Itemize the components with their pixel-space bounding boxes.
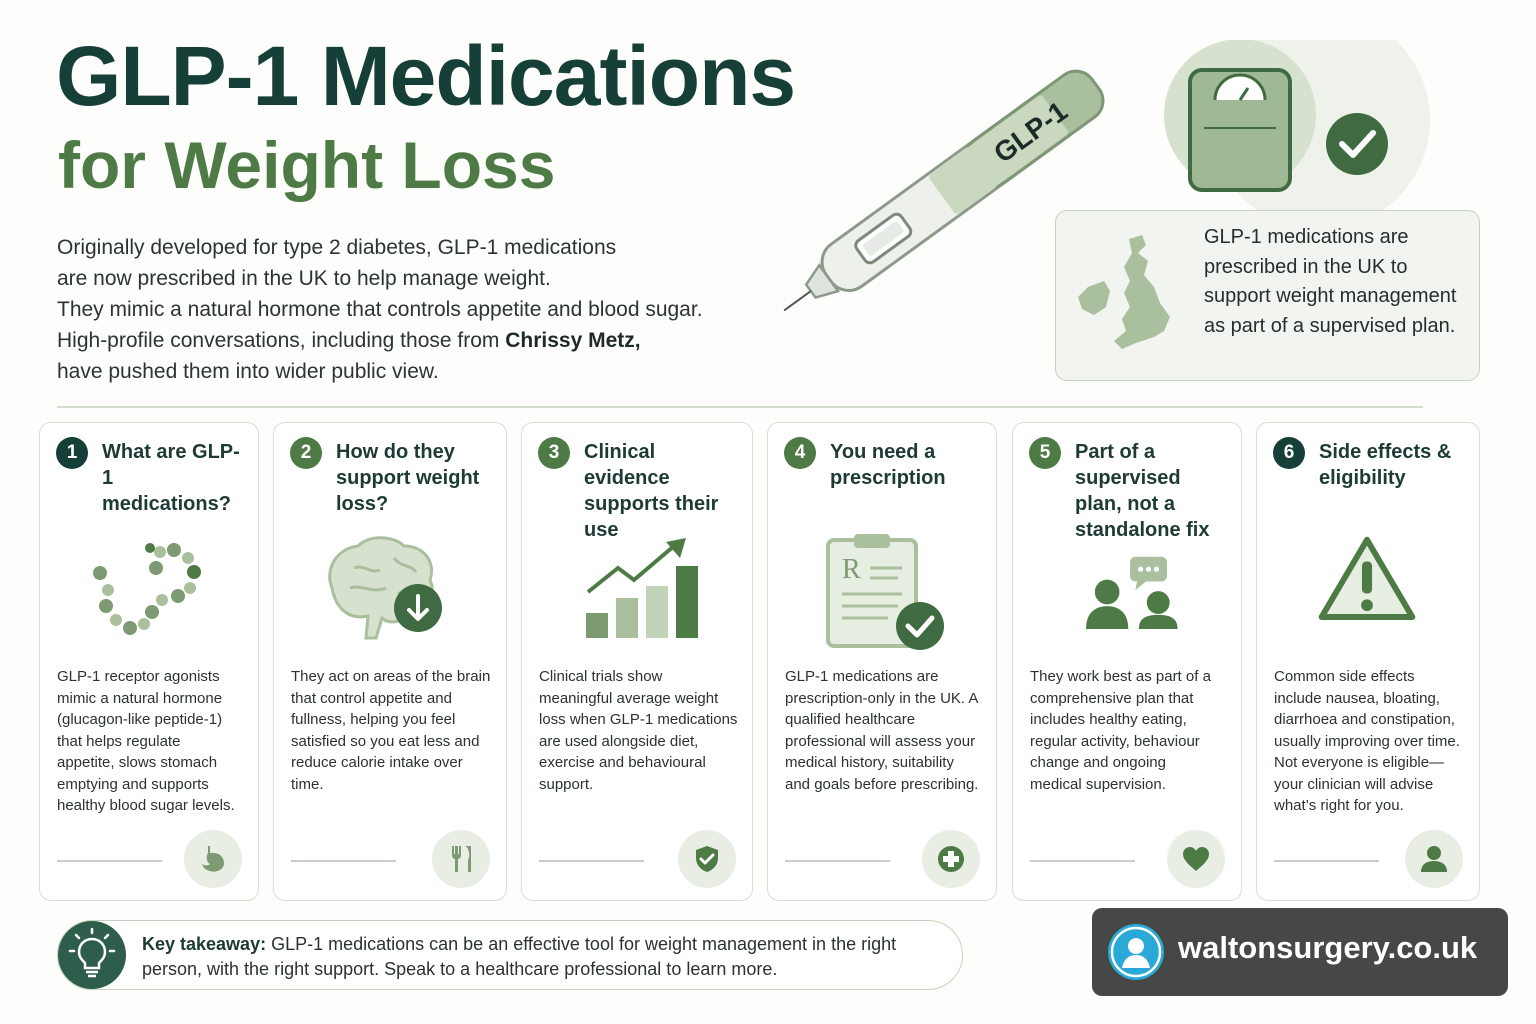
card-title: How do they support weight loss? <box>336 441 480 515</box>
injection-pen-icon: GLP-1 <box>783 69 1105 312</box>
card-number: 3 <box>538 437 570 469</box>
uk-map-icon <box>1078 235 1170 349</box>
prescription-clipboard-icon: R <box>826 534 944 650</box>
info-card-6: 6 Side effects & eligibility Common side… <box>1256 422 1480 901</box>
brand-watermark[interactable]: waltonsurgery.co.uk <box>1092 908 1508 996</box>
card-body: GLP-1 medications are prescription-only … <box>785 668 979 793</box>
card-divider <box>785 860 890 862</box>
stomach-icon <box>184 830 242 888</box>
growth-chart-icon <box>586 538 698 638</box>
shield-check-icon <box>678 830 736 888</box>
card-divider <box>1274 860 1379 862</box>
card-number: 6 <box>1273 437 1305 469</box>
card-body: They act on areas of the brain that cont… <box>291 668 491 793</box>
svg-text:R: R <box>842 554 861 585</box>
celebrity-name: Chrissy Metz, <box>505 329 641 352</box>
card-divider <box>1030 860 1135 862</box>
section-divider <box>57 406 1423 408</box>
person-icon <box>1405 830 1463 888</box>
brand-url[interactable]: waltonsurgery.co.uk <box>1178 930 1478 965</box>
info-card-5: 5 Part of a supervised plan, not a stand… <box>1012 422 1242 901</box>
card-title: You need a prescription <box>830 441 946 489</box>
intro-line: have pushed them into wider public view. <box>57 360 439 383</box>
card-body: GLP-1 receptor agonists mimic a natural … <box>57 668 235 814</box>
people-chat-icon <box>1086 556 1178 629</box>
intro-line: High-profile conversations, including th… <box>57 329 641 352</box>
key-takeaway-label: Key takeaway: <box>142 934 267 954</box>
key-takeaway-banner: Key takeaway: GLP-1 medications can be a… <box>57 920 963 990</box>
fork-knife-icon <box>432 830 490 888</box>
card-number: 1 <box>56 437 88 469</box>
card-divider <box>291 860 396 862</box>
card-divider <box>57 860 162 862</box>
info-card-4: 4 You need a prescription R GLP-1 medica… <box>767 422 997 901</box>
card-title: Part of a supervised plan, not a standal… <box>1075 441 1210 541</box>
intro-line: Originally developed for type 2 diabetes… <box>57 236 617 259</box>
uk-info-text: GLP-1 medications are prescribed in the … <box>1204 226 1457 337</box>
page-subtitle: for Weight Loss <box>58 128 556 202</box>
intro-paragraph: Originally developed for type 2 diabetes… <box>57 232 757 387</box>
medical-cross-icon <box>922 830 980 888</box>
uk-info-box: GLP-1 medications are prescribed in the … <box>1055 210 1480 381</box>
page-title: GLP-1 Medications <box>56 29 796 123</box>
card-title: Side effects & eligibility <box>1319 441 1452 489</box>
intro-line: They mimic a natural hormone that contro… <box>57 298 703 321</box>
intro-line: are now prescribed in the UK to help man… <box>57 267 551 290</box>
card-title: Clinical evidence supports their use <box>584 441 719 541</box>
warning-icon <box>1318 536 1416 620</box>
card-number: 5 <box>1029 437 1061 469</box>
card-body: They work best as part of a comprehensiv… <box>1030 668 1211 793</box>
info-card-1: 1 What are GLP-1 medications? GLP-1 rece… <box>39 422 259 901</box>
card-body: Common side effects include nausea, bloa… <box>1274 668 1460 814</box>
heart-icon <box>1167 830 1225 888</box>
card-title: What are GLP-1 medications? <box>102 441 240 515</box>
surgery-logo-icon <box>1108 924 1164 980</box>
weighing-scale-icon <box>1164 40 1430 230</box>
info-card-2: 2 How do they support weight loss? They … <box>273 422 507 901</box>
card-divider <box>539 860 644 862</box>
card-number: 2 <box>290 437 322 469</box>
brain-icon <box>328 536 442 640</box>
card-number: 4 <box>784 437 816 469</box>
info-card-3: 3 Clinical evidence supports their use C… <box>521 422 753 901</box>
lightbulb-icon <box>58 921 126 989</box>
card-body: Clinical trials show meaningful average … <box>539 668 738 793</box>
molecule-icon <box>93 543 201 635</box>
key-takeaway-text: Key takeaway: GLP-1 medications can be a… <box>142 934 897 979</box>
